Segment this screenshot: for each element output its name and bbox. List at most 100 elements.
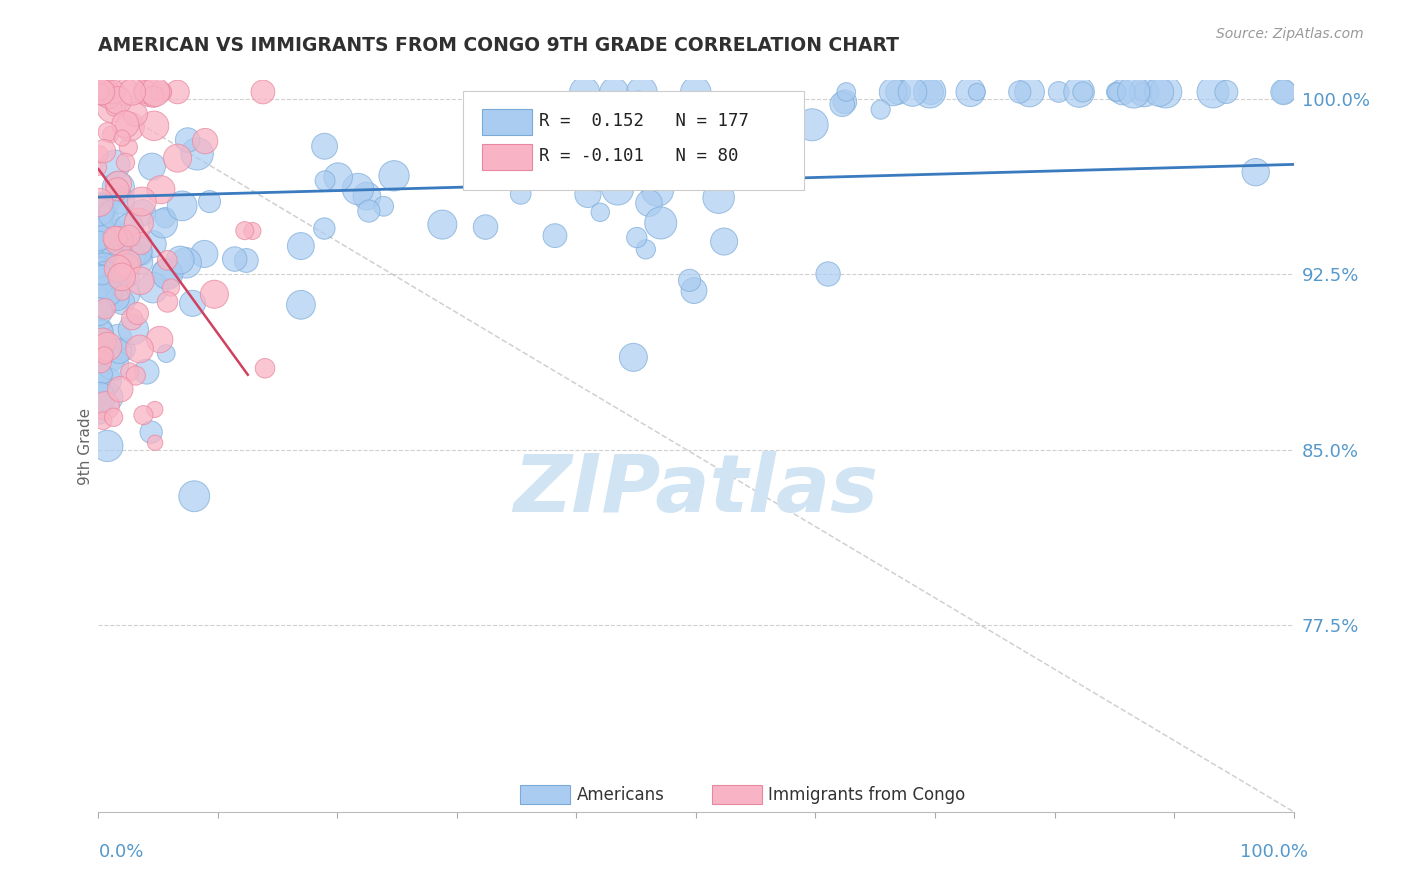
Point xyxy=(668,140,690,154)
Point xyxy=(959,85,981,99)
Point xyxy=(111,295,134,310)
Point xyxy=(328,170,350,185)
Point xyxy=(1018,85,1040,99)
Text: ZIPatlas: ZIPatlas xyxy=(513,450,879,529)
Point xyxy=(647,183,669,197)
Point xyxy=(107,178,129,192)
Point xyxy=(90,202,112,217)
Point xyxy=(100,102,122,116)
Point xyxy=(314,221,336,235)
Point xyxy=(650,124,672,138)
Point xyxy=(93,144,115,158)
Point xyxy=(118,221,141,235)
Point xyxy=(93,348,115,362)
Point xyxy=(131,85,153,99)
Point xyxy=(603,85,626,99)
Point xyxy=(94,85,117,99)
Point xyxy=(143,85,166,99)
Point xyxy=(91,268,114,282)
Point xyxy=(98,292,121,306)
Point xyxy=(96,252,118,267)
Text: Americans: Americans xyxy=(576,786,665,804)
Point xyxy=(202,287,225,301)
Point xyxy=(131,247,153,261)
Point xyxy=(1122,85,1144,99)
Point xyxy=(93,283,115,297)
FancyBboxPatch shape xyxy=(482,109,533,136)
Point xyxy=(93,262,115,277)
Point xyxy=(103,101,125,115)
Point xyxy=(91,368,114,382)
Point xyxy=(121,85,143,99)
Point xyxy=(290,298,312,312)
Point xyxy=(194,134,217,148)
Point xyxy=(586,140,609,154)
Point xyxy=(107,234,129,248)
Point xyxy=(93,286,115,301)
Point xyxy=(107,249,129,263)
Point xyxy=(139,425,162,439)
Point xyxy=(620,162,643,177)
Point xyxy=(290,239,312,253)
Point xyxy=(713,235,735,249)
Point xyxy=(107,261,129,276)
Point xyxy=(685,166,707,180)
Point xyxy=(645,100,668,114)
Point xyxy=(90,85,112,99)
Point xyxy=(1215,85,1237,99)
Text: Source: ZipAtlas.com: Source: ZipAtlas.com xyxy=(1216,27,1364,41)
Point xyxy=(91,394,114,409)
Point xyxy=(181,296,204,310)
Point xyxy=(141,160,163,174)
Point xyxy=(87,240,110,254)
Point xyxy=(198,194,221,209)
Point xyxy=(107,292,129,306)
Point xyxy=(1105,85,1128,99)
Point xyxy=(101,207,124,221)
Point xyxy=(666,145,689,160)
Point xyxy=(111,269,134,284)
FancyBboxPatch shape xyxy=(482,144,533,170)
Point xyxy=(149,183,172,197)
Point xyxy=(87,195,110,210)
Point xyxy=(107,180,129,194)
Point xyxy=(90,85,112,99)
Point xyxy=(110,382,132,396)
Point xyxy=(89,85,111,99)
FancyBboxPatch shape xyxy=(711,785,762,805)
Point xyxy=(707,191,730,205)
Point xyxy=(115,259,138,273)
Point xyxy=(155,211,177,225)
Point xyxy=(166,85,188,99)
Point xyxy=(94,399,117,413)
Point xyxy=(626,136,648,151)
Point xyxy=(131,205,153,219)
Point xyxy=(626,155,648,169)
Point xyxy=(150,85,173,99)
Point xyxy=(87,405,110,419)
Point xyxy=(700,144,723,158)
Point xyxy=(172,199,194,213)
Point xyxy=(114,155,136,169)
Point xyxy=(121,312,143,326)
Point xyxy=(118,365,141,379)
Point xyxy=(107,94,129,108)
Point xyxy=(1272,85,1295,99)
Point xyxy=(97,89,120,103)
Point xyxy=(152,85,174,99)
Point xyxy=(252,85,274,99)
Point xyxy=(1202,85,1225,99)
Point xyxy=(87,266,110,280)
Point xyxy=(882,85,904,99)
Point xyxy=(97,197,120,211)
Point xyxy=(124,107,146,121)
Point xyxy=(104,158,127,172)
Point xyxy=(373,199,395,213)
Point xyxy=(108,344,131,359)
Point xyxy=(817,267,839,281)
Point xyxy=(110,194,132,208)
Point xyxy=(966,85,988,99)
Point xyxy=(135,85,157,99)
Point xyxy=(136,85,159,99)
Point xyxy=(235,253,257,268)
